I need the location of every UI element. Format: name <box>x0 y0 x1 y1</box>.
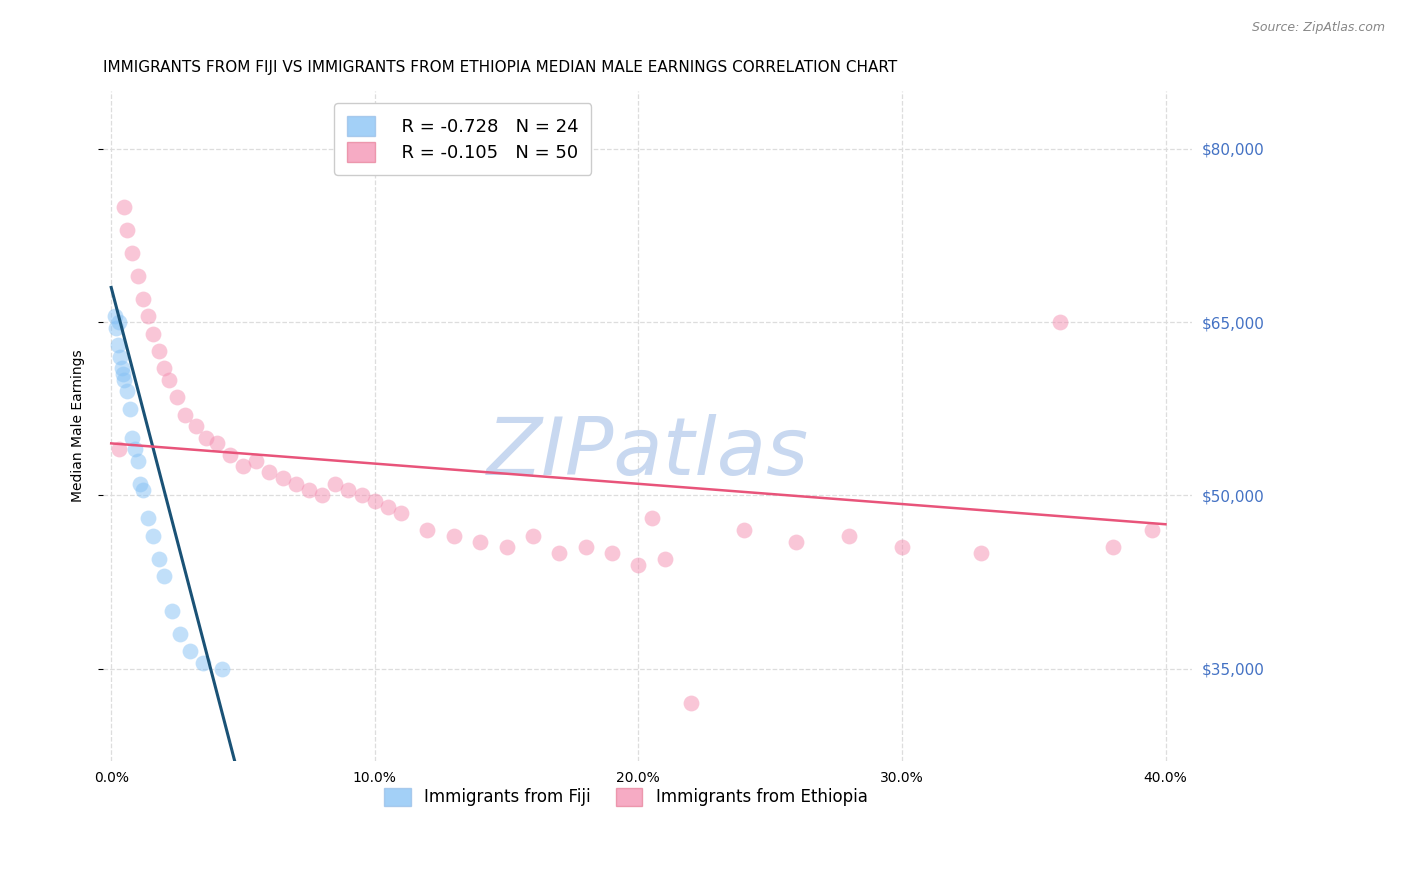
Point <box>337 483 360 497</box>
Point <box>108 442 131 457</box>
Point <box>193 656 215 670</box>
Point <box>640 511 662 525</box>
Text: ZIPatlas: ZIPatlas <box>486 414 808 491</box>
Point <box>136 511 159 525</box>
Point <box>389 506 412 520</box>
Point <box>118 401 141 416</box>
Point <box>129 476 152 491</box>
Point <box>205 436 228 450</box>
Point <box>323 476 346 491</box>
Point <box>733 523 755 537</box>
Point <box>786 534 808 549</box>
Point <box>627 558 650 572</box>
Point <box>1101 541 1123 555</box>
Point <box>148 343 170 358</box>
Point <box>169 627 191 641</box>
Point <box>110 350 132 364</box>
Point <box>107 338 129 352</box>
Point <box>259 465 281 479</box>
Point <box>364 494 387 508</box>
Point <box>350 488 373 502</box>
Point <box>184 419 207 434</box>
Point <box>195 431 218 445</box>
Point <box>153 361 176 376</box>
Point <box>838 529 860 543</box>
Point <box>271 471 294 485</box>
Point <box>1142 523 1164 537</box>
Point <box>548 546 571 560</box>
Point <box>218 448 240 462</box>
Point <box>495 541 517 555</box>
Point <box>112 373 135 387</box>
Point <box>132 292 155 306</box>
Point <box>157 373 180 387</box>
Point <box>522 529 544 543</box>
Point <box>121 431 143 445</box>
Point <box>127 453 149 467</box>
Point <box>142 326 165 341</box>
Point <box>112 200 135 214</box>
Point <box>174 408 197 422</box>
Point <box>160 604 183 618</box>
Legend: Immigrants from Fiji, Immigrants from Ethiopia: Immigrants from Fiji, Immigrants from Et… <box>377 781 875 813</box>
Point <box>136 310 159 324</box>
Point <box>104 310 127 324</box>
Y-axis label: Median Male Earnings: Median Male Earnings <box>72 350 86 502</box>
Point <box>166 390 188 404</box>
Point <box>890 541 912 555</box>
Point <box>124 442 146 457</box>
Point <box>108 315 131 329</box>
Point <box>211 662 233 676</box>
Point <box>443 529 465 543</box>
Point <box>232 459 254 474</box>
Point <box>600 546 623 560</box>
Text: IMMIGRANTS FROM FIJI VS IMMIGRANTS FROM ETHIOPIA MEDIAN MALE EARNINGS CORRELATIO: IMMIGRANTS FROM FIJI VS IMMIGRANTS FROM … <box>103 60 897 75</box>
Point <box>127 268 149 283</box>
Point <box>111 361 134 376</box>
Point <box>470 534 492 549</box>
Point <box>153 569 176 583</box>
Point <box>377 500 399 514</box>
Point <box>654 552 676 566</box>
Point <box>148 552 170 566</box>
Point <box>245 453 267 467</box>
Point <box>121 245 143 260</box>
Point <box>970 546 993 560</box>
Point <box>311 488 333 502</box>
Point <box>112 367 135 381</box>
Point <box>575 541 598 555</box>
Point <box>115 222 138 236</box>
Point <box>1049 315 1071 329</box>
Point <box>681 696 703 710</box>
Point <box>115 384 138 399</box>
Point <box>179 644 201 658</box>
Point <box>142 529 165 543</box>
Point <box>105 321 128 335</box>
Point <box>298 483 321 497</box>
Point <box>132 483 155 497</box>
Point <box>416 523 439 537</box>
Text: Source: ZipAtlas.com: Source: ZipAtlas.com <box>1251 21 1385 34</box>
Point <box>284 476 307 491</box>
